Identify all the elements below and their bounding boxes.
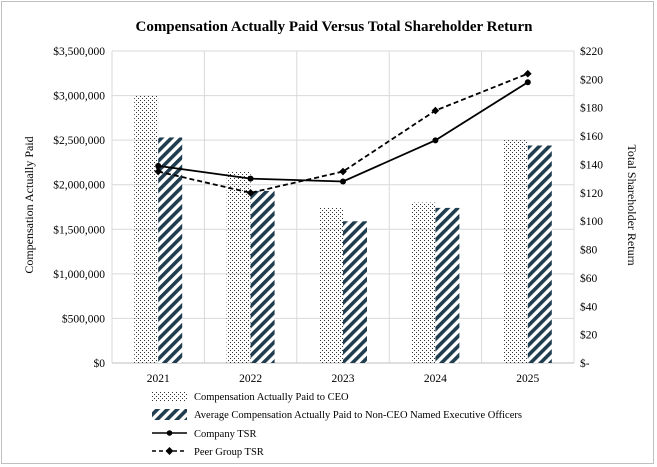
y-tick-label-5: $2,500,000 — [53, 134, 105, 147]
right-axis-ticks: $- $20 $40 $60 $80 $100 $120 $140 $160 $180 $200 $2… — [580, 45, 603, 370]
point-company-tsr-2023 — [340, 178, 346, 185]
point-peer-tsr-2022 — [246, 188, 255, 197]
x-tick-label-2025: 2025 — [516, 373, 539, 385]
point-peer-tsr-2025 — [523, 69, 532, 78]
legend-label-ceo: Compensation Actually Paid to CEO — [194, 392, 349, 403]
bar-neo-2022 — [250, 190, 275, 363]
point-company-tsr-2025 — [524, 79, 531, 86]
y2-tick-label-7: $140 — [580, 158, 603, 171]
y-tick-label-1: $500,000 — [62, 312, 105, 325]
legend-label-neo: Average Compensation Actually Paid to No… — [194, 410, 522, 421]
y2-tick-label-11: $220 — [580, 45, 603, 58]
bars — [134, 95, 552, 364]
y-tick-label-6: $3,000,000 — [53, 90, 105, 103]
bar-neo-2025 — [527, 145, 552, 363]
tsr-lines — [154, 69, 532, 197]
bar-neo-2024 — [435, 207, 460, 363]
bar-ceo-2022 — [226, 171, 251, 363]
chart-title: Compensation Actually Paid Versus Total … — [135, 19, 533, 35]
legend-marker-peer-tsr — [165, 447, 174, 455]
left-axis-ticks: $0 $500,000 $1,000,000 $1,500,000 $2,000,000… — [53, 45, 105, 370]
y2-tick-label-0: $- — [580, 357, 590, 370]
y2-tick-label-8: $160 — [580, 130, 603, 143]
x-tick-label-2024: 2024 — [424, 373, 447, 385]
y-tick-label-4: $2,000,000 — [53, 179, 105, 192]
y2-tick-label-3: $60 — [580, 272, 598, 285]
y2-tick-label-9: $180 — [580, 102, 603, 115]
y2-tick-label-10: $200 — [580, 73, 603, 86]
x-tick-label-2023: 2023 — [332, 373, 355, 385]
y-tick-label-3: $1,500,000 — [53, 223, 105, 236]
y-axis-label: Compensation Actually Paid — [22, 136, 36, 273]
bar-neo-2023 — [343, 221, 367, 363]
legend-label-company-tsr: Company TSR — [194, 429, 257, 440]
bar-ceo-2023 — [319, 207, 343, 363]
bar-neo-2021 — [158, 137, 183, 363]
point-company-tsr-2022 — [247, 175, 254, 182]
y2-tick-label-1: $20 — [580, 329, 598, 342]
legend: Compensation Actually Paid to CEO Averag… — [152, 391, 522, 458]
y-tick-label-2: $1,000,000 — [53, 268, 105, 281]
x-tick-label-2021: 2021 — [147, 373, 170, 385]
legend-swatch-ceo — [152, 391, 187, 402]
point-company-tsr-2024 — [432, 137, 439, 144]
legend-swatch-neo — [152, 409, 187, 420]
point-company-tsr-2021 — [155, 162, 162, 169]
y2-axis-label: Total Shareholder Return — [625, 144, 639, 265]
x-axis-ticks: 2021 2022 2023 2024 2025 — [147, 373, 540, 385]
gridlines — [111, 50, 575, 364]
line-company-tsr — [158, 81, 529, 183]
y-tick-label-7: $3,500,000 — [53, 45, 105, 58]
y2-tick-label-6: $120 — [580, 187, 603, 200]
y2-tick-label-5: $100 — [580, 215, 603, 228]
bar-ceo-2021 — [134, 95, 159, 364]
bar-ceo-2024 — [411, 202, 436, 363]
bar-ceo-2025 — [503, 140, 528, 363]
x-tick-label-2022: 2022 — [239, 373, 262, 385]
legend-label-peer-tsr: Peer Group TSR — [194, 447, 264, 458]
legend-marker-company-tsr — [166, 430, 173, 436]
y-tick-label-0: $0 — [94, 357, 106, 370]
y2-tick-label-4: $80 — [580, 244, 598, 257]
y2-tick-label-2: $40 — [580, 300, 598, 313]
